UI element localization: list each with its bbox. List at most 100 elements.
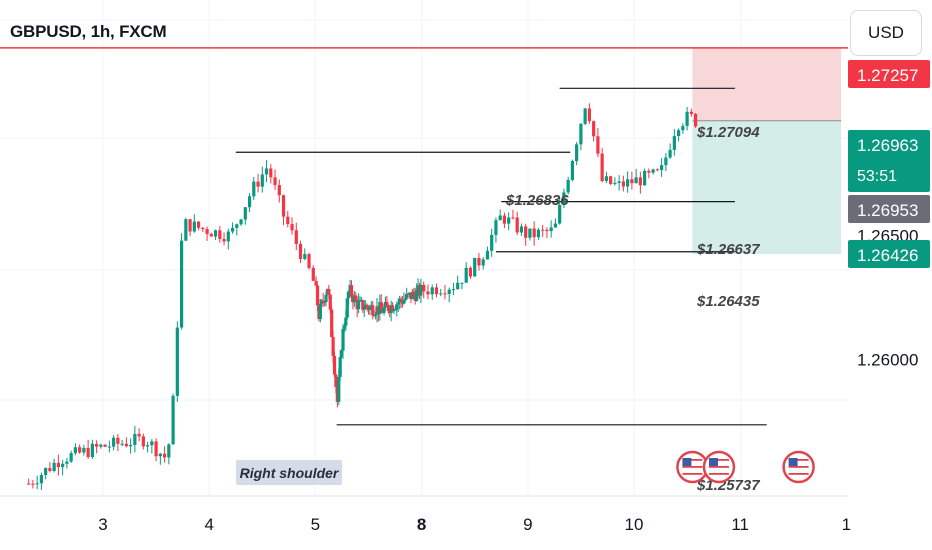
candle-body (447, 289, 451, 295)
candle-body (192, 221, 196, 232)
level-label: $1.26435 (696, 293, 760, 310)
candle-body (331, 337, 335, 356)
candle-body (247, 196, 252, 208)
candle-body (668, 149, 672, 158)
candle-body (264, 168, 269, 175)
candle-body (330, 309, 334, 338)
candle-body (314, 280, 318, 286)
candle-body (677, 130, 681, 137)
candle-body (328, 294, 332, 310)
candle-body (406, 293, 410, 295)
us-flag-event-icon[interactable] (702, 450, 736, 484)
x-tick-label: 5 (311, 515, 320, 534)
candle-body (515, 217, 519, 233)
candle-body (184, 219, 188, 241)
candle-body (188, 219, 192, 232)
candle-body (481, 259, 485, 266)
annotation-right-shoulder: Right shoulder (240, 465, 340, 481)
us-flag-event-icon[interactable] (782, 450, 815, 484)
candle-body (239, 219, 243, 225)
us-flag-event-icon[interactable] (676, 450, 709, 484)
candle-body (379, 302, 383, 309)
candle-body (562, 192, 566, 205)
candle-body (477, 257, 481, 266)
candle-body (402, 299, 406, 304)
annotation-box (236, 460, 342, 485)
candle-body (434, 287, 439, 295)
candle-body (592, 121, 596, 137)
candle-body (86, 447, 90, 457)
candle-body (56, 462, 60, 468)
candle-body (647, 170, 651, 173)
candle-body (422, 284, 426, 292)
candle-body (116, 437, 120, 444)
candle-body (349, 285, 354, 297)
candle-body (260, 174, 264, 187)
candle-body (90, 443, 94, 457)
candle-body (27, 483, 31, 485)
candle-body (273, 177, 277, 186)
candle-body (681, 125, 685, 131)
candle-body (341, 328, 345, 351)
candle-body (337, 376, 341, 402)
candle-body (31, 483, 35, 485)
candle-body (294, 230, 298, 244)
price-tag-label: 1.26426 (857, 246, 918, 265)
candle-body (464, 267, 468, 283)
candle-body (124, 443, 128, 447)
candle-body (395, 304, 399, 310)
candle-body (69, 453, 73, 462)
candle-body (78, 447, 82, 453)
candle-body (256, 181, 260, 187)
x-tick-label: 3 (98, 515, 107, 534)
y-tick-label: 1.26000 (857, 351, 918, 370)
candle-body (339, 350, 344, 357)
candle-body (179, 240, 184, 328)
candle-body (570, 161, 575, 180)
candle-body (596, 136, 600, 154)
candle-body (549, 227, 553, 232)
candle-body (399, 298, 403, 302)
candle-body (451, 289, 456, 291)
candle-body (342, 325, 347, 329)
chart-title: GBPUSD, 1h, FXCM (10, 22, 167, 41)
candle-body (218, 230, 222, 239)
candle-body (507, 217, 511, 224)
candle-body (558, 204, 562, 224)
candle-body (277, 185, 281, 196)
candle-body (269, 168, 273, 178)
candle-body (243, 207, 247, 220)
candle-body (660, 165, 664, 171)
candle-body (320, 300, 324, 305)
candle-body (44, 468, 48, 476)
candle-body (426, 291, 430, 295)
candle-body (95, 443, 99, 447)
x-tick-label: 4 (204, 515, 213, 534)
candle-body (456, 282, 460, 290)
candle-body (664, 157, 668, 166)
candle-body (146, 445, 150, 447)
candle-body (175, 327, 179, 396)
currency-button[interactable]: USD (850, 10, 922, 56)
x-tick-label: 9 (523, 515, 532, 534)
candle-body (600, 153, 604, 182)
candle-body (643, 170, 647, 186)
candle-body (162, 453, 167, 458)
candle-body (321, 300, 325, 302)
candle-body (303, 254, 307, 259)
candle-body (99, 444, 103, 447)
candle-body (528, 228, 532, 238)
candle-body (332, 355, 337, 375)
candle-body (439, 293, 443, 295)
candle-body (638, 177, 642, 186)
candle-body (396, 302, 400, 305)
candle-body (345, 298, 349, 318)
candle-body (368, 306, 372, 311)
candle-body (651, 169, 655, 173)
candle-body (532, 228, 536, 238)
level-label: $1.26836 (505, 192, 569, 209)
countdown-label: 53:51 (857, 168, 897, 185)
candle-body (390, 305, 395, 312)
candle-body (112, 437, 116, 447)
